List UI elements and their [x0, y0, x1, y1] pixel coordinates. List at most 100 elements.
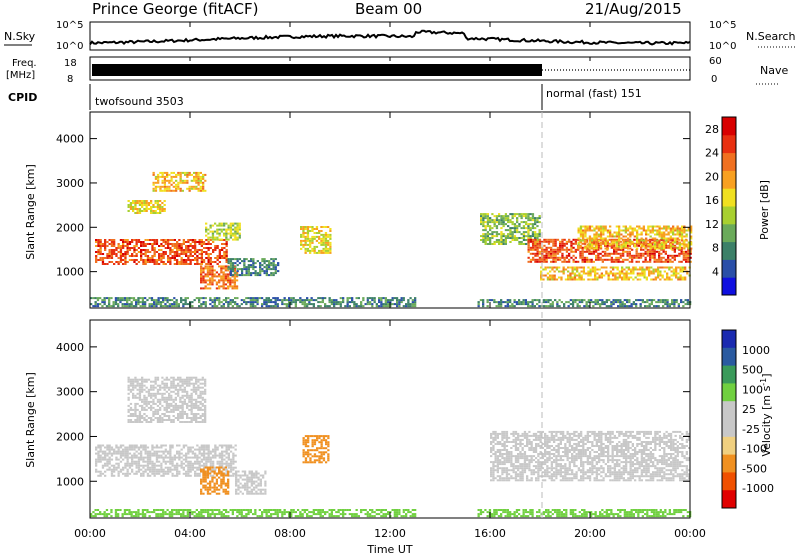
data-cell [661, 266, 664, 269]
data-cell [274, 270, 277, 273]
data-cell [177, 419, 180, 421]
data-cell [541, 248, 544, 251]
data-cell [204, 474, 207, 477]
data-cell [609, 225, 612, 228]
data-cell [290, 297, 293, 300]
data-cell [353, 305, 356, 308]
data-cell [216, 299, 219, 302]
data-cell [212, 241, 215, 243]
data-cell [601, 303, 604, 306]
data-cell [316, 435, 319, 438]
data-cell [665, 225, 668, 228]
data-cell [507, 217, 510, 220]
data-cell [636, 235, 639, 238]
data-cell [687, 256, 690, 259]
data-cell [214, 456, 217, 459]
data-cell [678, 260, 681, 263]
data-cell [168, 392, 171, 395]
data-cell [313, 245, 316, 248]
data-cell [518, 215, 521, 218]
data-cell [147, 417, 151, 419]
data-cell [246, 476, 249, 479]
data-cell [660, 238, 663, 241]
data-cell [220, 466, 223, 469]
data-cell [244, 482, 247, 485]
data-cell [576, 299, 579, 302]
data-cell [329, 245, 332, 248]
data-cell [206, 271, 210, 274]
data-cell [177, 378, 180, 381]
data-cell [230, 466, 233, 469]
data-cell [320, 451, 323, 454]
data-cell [522, 237, 526, 239]
data-cell [612, 301, 615, 304]
data-cell [253, 492, 256, 495]
data-cell [633, 227, 636, 230]
data-cell [223, 454, 226, 457]
data-cell [126, 460, 129, 463]
data-cell [246, 474, 249, 477]
data-cell [253, 472, 256, 475]
data-cell [95, 257, 98, 259]
data-cell [583, 242, 586, 245]
data-cell [561, 242, 564, 245]
data-cell [133, 245, 136, 247]
data-cell [615, 246, 618, 249]
data-cell [122, 448, 125, 451]
data-cell [158, 470, 161, 473]
data-cell [645, 278, 648, 281]
data-cell [173, 251, 176, 253]
data-cell [164, 448, 167, 451]
data-cell [647, 243, 650, 246]
data-cell [181, 380, 184, 383]
data-cell [243, 258, 246, 261]
data-cell [204, 382, 207, 385]
data-cell [565, 260, 568, 263]
data-cell [99, 470, 102, 473]
data-cell [576, 270, 579, 273]
data-cell [126, 261, 129, 263]
data-cell [128, 299, 131, 302]
data-cell [527, 260, 530, 263]
data-cell [218, 281, 221, 284]
data-cell [578, 276, 581, 279]
data-cell [233, 283, 236, 286]
data-cell [146, 460, 150, 463]
data-cell [685, 239, 688, 242]
data-cell [604, 243, 607, 246]
data-cell [561, 254, 564, 257]
data-cell [220, 474, 223, 477]
data-cell [328, 299, 331, 302]
data-cell [179, 171, 182, 174]
data-cell [220, 224, 223, 227]
data-cell [542, 301, 545, 304]
data-cell [138, 208, 142, 210]
data-cell [321, 301, 324, 304]
data-cell [482, 233, 485, 236]
data-cell [196, 460, 199, 463]
data-cell [567, 270, 570, 273]
data-cell [489, 243, 492, 245]
data-cell [134, 202, 137, 204]
data-cell [188, 380, 191, 383]
data-cell [599, 242, 602, 245]
data-cell [167, 466, 170, 469]
data-cell [99, 448, 102, 451]
data-cell [265, 260, 268, 263]
data-cell [138, 204, 142, 206]
data-cell [248, 478, 251, 481]
data-cell [218, 303, 221, 306]
data-cell [185, 470, 188, 473]
data-cell [601, 242, 604, 245]
data-cell [522, 221, 526, 224]
data-cell [198, 305, 201, 308]
data-cell [185, 474, 188, 477]
date-label: 21/Aug/2015 [585, 0, 682, 18]
data-cell [633, 238, 636, 241]
data-cell [186, 390, 189, 393]
data-cell [204, 408, 207, 411]
data-cell [529, 223, 532, 226]
data-cell [261, 258, 264, 261]
data-cell [126, 247, 129, 249]
data-cell [144, 468, 147, 471]
